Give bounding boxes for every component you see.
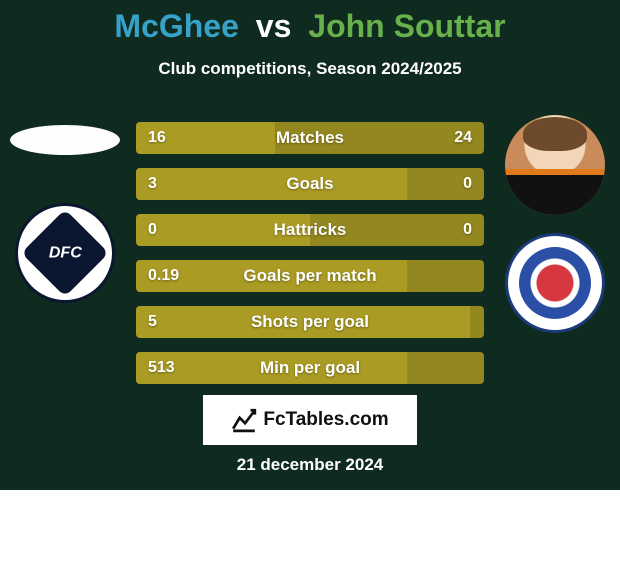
card-title: McGhee vs John Souttar bbox=[0, 0, 620, 45]
stat-label: Shots per goal bbox=[136, 306, 484, 338]
footer-date: 21 december 2024 bbox=[0, 455, 620, 475]
stat-row: 0Hattricks0 bbox=[136, 214, 484, 246]
vs-label: vs bbox=[256, 8, 292, 44]
stat-value-right bbox=[460, 352, 484, 384]
stat-value-right bbox=[460, 260, 484, 292]
stat-row: 3Goals0 bbox=[136, 168, 484, 200]
player2-avatar bbox=[505, 115, 605, 215]
stat-row: 513Min per goal bbox=[136, 352, 484, 384]
fctables-icon bbox=[231, 407, 257, 433]
left-badges-column: DFC bbox=[5, 115, 125, 303]
stats-bars: 16Matches243Goals00Hattricks00.19Goals p… bbox=[136, 122, 484, 384]
stat-label: Goals bbox=[136, 168, 484, 200]
stat-row: 0.19Goals per match bbox=[136, 260, 484, 292]
player2-name: John Souttar bbox=[308, 8, 505, 44]
stat-label: Matches bbox=[136, 122, 484, 154]
stat-label: Min per goal bbox=[136, 352, 484, 384]
comparison-card: McGhee vs John Souttar Club competitions… bbox=[0, 0, 620, 490]
stat-label: Hattricks bbox=[136, 214, 484, 246]
stat-label: Goals per match bbox=[136, 260, 484, 292]
dundee-shield-icon: DFC bbox=[21, 209, 109, 297]
right-badges-column bbox=[495, 115, 615, 333]
stat-value-right bbox=[460, 306, 484, 338]
card-subtitle: Club competitions, Season 2024/2025 bbox=[0, 59, 620, 79]
dundee-monogram: DFC bbox=[49, 244, 82, 262]
player1-club-badge: DFC bbox=[15, 203, 115, 303]
source-logo-text: FcTables.com bbox=[263, 409, 388, 431]
stat-row: 5Shots per goal bbox=[136, 306, 484, 338]
stat-value-right: 24 bbox=[442, 122, 484, 154]
rangers-roundel-icon bbox=[519, 247, 591, 319]
player1-name: McGhee bbox=[114, 8, 238, 44]
stat-value-right: 0 bbox=[451, 214, 484, 246]
source-logo: FcTables.com bbox=[203, 395, 417, 445]
stat-row: 16Matches24 bbox=[136, 122, 484, 154]
player1-avatar bbox=[10, 125, 120, 155]
player2-club-badge bbox=[505, 233, 605, 333]
stat-value-right: 0 bbox=[451, 168, 484, 200]
